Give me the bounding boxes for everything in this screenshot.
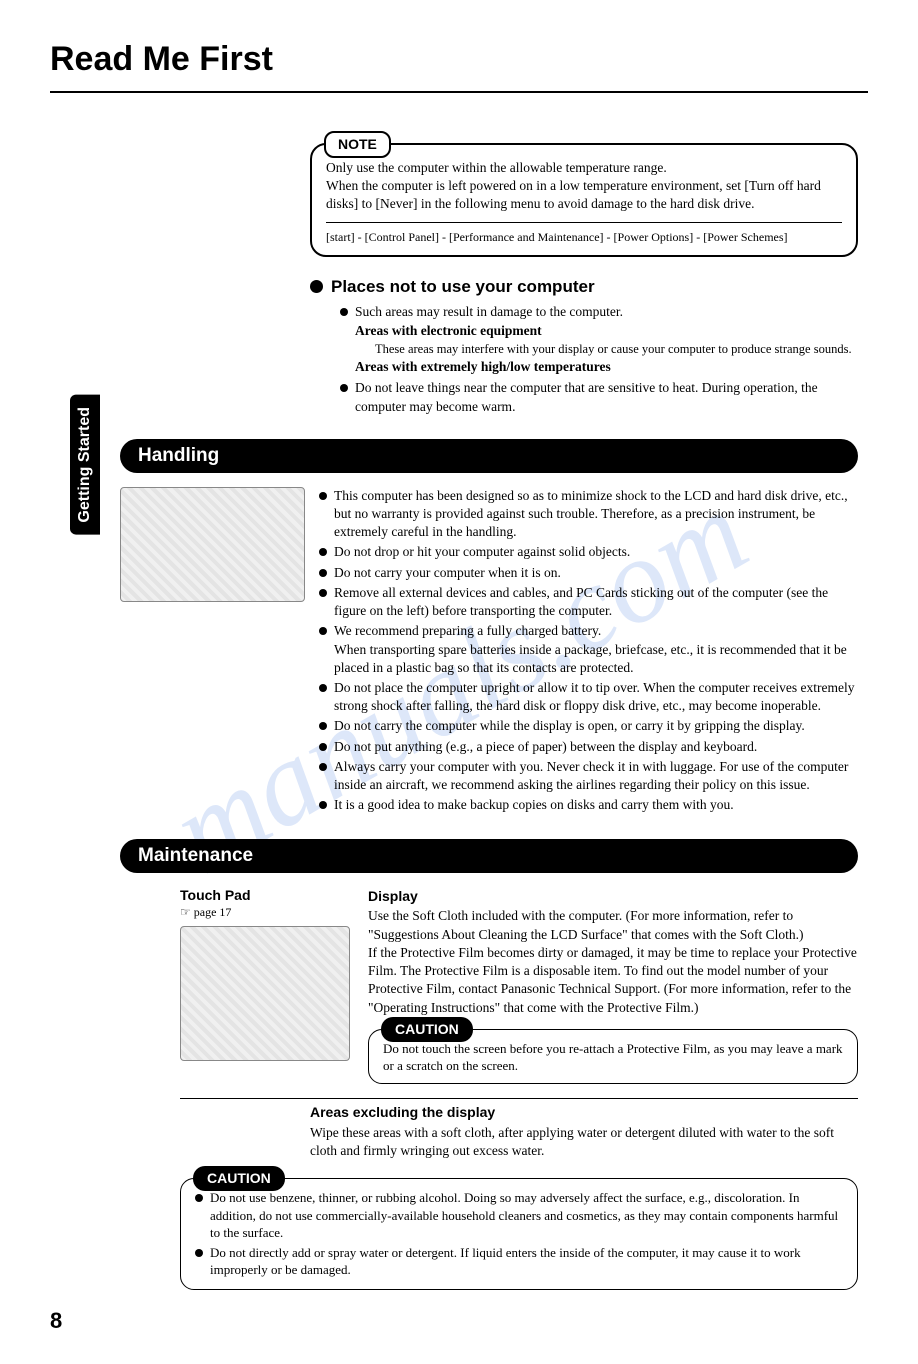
- note-box: NOTE Only use the computer within the al…: [310, 143, 858, 257]
- bullet-icon: [340, 384, 348, 392]
- handling-item: Always carry your computer with you. Nev…: [334, 758, 858, 794]
- note-line1: Only use the computer within the allowab…: [326, 159, 842, 177]
- bullet-icon: [319, 743, 327, 751]
- handling-figure: [120, 487, 305, 602]
- places-heading: Places not to use your computer: [331, 277, 595, 297]
- bullet-icon: [319, 684, 327, 692]
- handling-item: Do not place the computer upright or all…: [334, 679, 858, 715]
- handling-item: Do not carry the computer while the disp…: [334, 717, 805, 735]
- areas-subheading: Areas excluding the display: [310, 1103, 858, 1122]
- note-label: NOTE: [324, 131, 391, 158]
- caution-item: Do not use benzene, thinner, or rubbing …: [210, 1189, 843, 1242]
- bullet-icon: [319, 548, 327, 556]
- side-tab-getting-started: Getting Started: [70, 395, 100, 535]
- bullet-icon: [195, 1194, 203, 1202]
- note-line2: When the computer is left powered on in …: [326, 177, 842, 213]
- handling-item: This computer has been designed so as to…: [334, 487, 858, 542]
- places-item: Such areas may result in damage to the c…: [355, 303, 852, 377]
- bullet-icon: [319, 492, 327, 500]
- handling-item: Remove all external devices and cables, …: [334, 584, 858, 620]
- bullet-icon: [340, 308, 348, 316]
- bullet-icon: [319, 763, 327, 771]
- bullet-icon: [319, 569, 327, 577]
- bullet-icon: [319, 722, 327, 730]
- title-rule: [50, 91, 868, 93]
- bullet-icon: [319, 801, 327, 809]
- bullet-icon: [319, 589, 327, 597]
- caution-box-general: CAUTION Do not use benzene, thinner, or …: [180, 1178, 858, 1290]
- touchpad-page-ref: ☞ page 17: [180, 905, 350, 920]
- display-subheading: Display: [368, 887, 858, 906]
- places-item: Do not leave things near the computer th…: [355, 379, 868, 417]
- caution-box-display: CAUTION Do not touch the screen before y…: [368, 1029, 858, 1084]
- caution-label: CAUTION: [381, 1017, 473, 1042]
- touchpad-label: Touch Pad: [180, 887, 350, 903]
- display-para: If the Protective Film becomes dirty or …: [368, 944, 858, 1017]
- caution-text: Do not touch the screen before you re-at…: [383, 1040, 843, 1075]
- bullet-icon: [319, 627, 327, 635]
- handling-item: Do not carry your computer when it is on…: [334, 564, 561, 582]
- bullet-icon: [195, 1249, 203, 1257]
- handling-item: It is a good idea to make backup copies …: [334, 796, 734, 814]
- handling-item: Do not put anything (e.g., a piece of pa…: [334, 738, 757, 756]
- note-menu-path: [start] - [Control Panel] - [Performance…: [326, 222, 842, 245]
- caution-label: CAUTION: [193, 1166, 285, 1191]
- handling-item: Do not drop or hit your computer against…: [334, 543, 630, 561]
- areas-text: Wipe these areas with a soft cloth, afte…: [310, 1124, 858, 1160]
- page-number: 8: [50, 1308, 868, 1334]
- touchpad-figure: [180, 926, 350, 1061]
- page-title: Read Me First: [50, 40, 868, 79]
- section-maintenance: Maintenance: [120, 839, 858, 873]
- display-para: Use the Soft Cloth included with the com…: [368, 907, 858, 943]
- caution-item: Do not directly add or spray water or de…: [210, 1244, 843, 1279]
- bullet-icon: [310, 280, 323, 293]
- section-handling: Handling: [120, 439, 858, 473]
- handling-item: We recommend preparing a fully charged b…: [334, 622, 858, 677]
